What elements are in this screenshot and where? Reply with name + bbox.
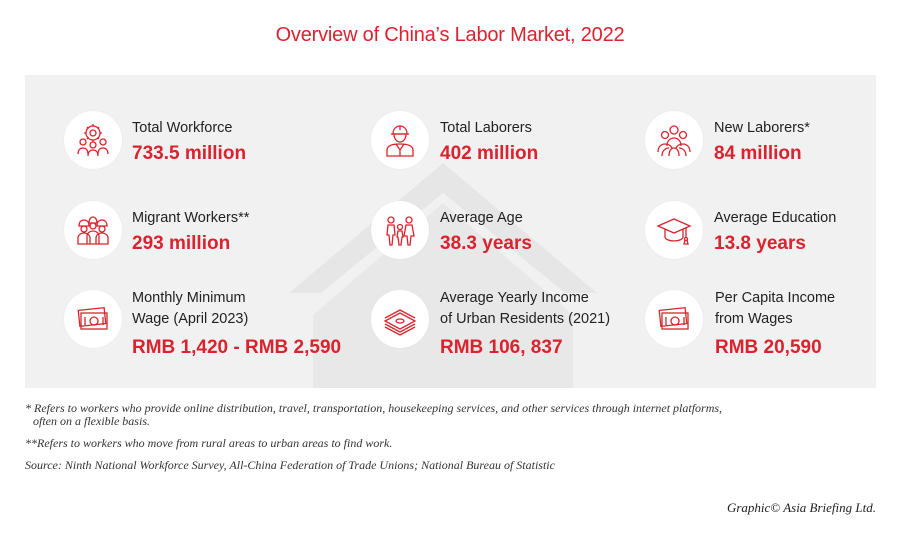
label-line: Wage (April 2023): [132, 311, 249, 327]
workforce-gear-icon: [64, 111, 122, 169]
stat-value-average-education: 13.8 years: [714, 233, 806, 254]
group-people-icon: [645, 111, 703, 169]
label-line: from Wages: [715, 311, 793, 327]
stat-value-average-age: 38.3 years: [440, 233, 532, 254]
stat-value-total-workforce: 733.5 million: [132, 143, 247, 164]
stat-value-minimum-wage: RMB 1,420 - RMB 2,590: [132, 337, 342, 358]
construction-workers-icon: [64, 201, 122, 259]
label-line: Average Yearly Income: [440, 290, 589, 306]
stat-value-total-laborers: 402 million: [440, 143, 539, 164]
stat-label-yearly-income: Average Yearly Income of Urban Residents…: [440, 288, 610, 330]
banknote-icon: [64, 290, 122, 348]
stat-label-average-age: Average Age: [440, 210, 523, 226]
stat-value-per-capita-income: RMB 20,590: [715, 337, 822, 358]
family-icon: [371, 201, 429, 259]
label-line: Per Capita Income: [715, 290, 836, 306]
footnotes: * Refers to workers who provide online d…: [25, 402, 805, 481]
graphic-credit: Graphic© Asia Briefing Ltd.: [726, 500, 876, 515]
footnote-platform-workers: * Refers to workers who provide online d…: [25, 402, 805, 428]
page-title: Overview of China’s Labor Market, 2022: [275, 24, 625, 46]
banknote-icon: [645, 290, 703, 348]
footnote-migrant-workers: **Refers to workers who move from rural …: [25, 436, 393, 450]
stat-value-migrant-workers: 293 million: [132, 233, 231, 254]
stat-value-new-laborers: 84 million: [714, 143, 802, 164]
stat-label-per-capita-income: Per Capita Income from Wages: [715, 288, 835, 330]
stat-label-total-laborers: Total Laborers: [440, 120, 532, 136]
label-line: of Urban Residents (2021): [440, 311, 611, 327]
money-stack-icon: [371, 290, 429, 348]
stat-value-yearly-income: RMB 106, 837: [440, 337, 563, 358]
watermark-logo: [289, 163, 597, 388]
source-note: Source: Ninth National Workforce Survey,…: [25, 458, 555, 472]
stat-label-minimum-wage: Monthly Minimum Wage (April 2023): [132, 288, 248, 330]
footnote-line: * Refers to workers who provide online d…: [25, 401, 723, 415]
stats-panel: Total Workforce 733.5 million Total Labo…: [25, 75, 876, 388]
stat-label-total-workforce: Total Workforce: [132, 120, 233, 136]
label-line: Monthly Minimum: [132, 290, 246, 306]
footnote-line: often on a flexible basis.: [33, 414, 150, 428]
graduation-cap-icon: [645, 201, 703, 259]
stat-label-average-education: Average Education: [714, 210, 837, 226]
stat-label-migrant-workers: Migrant Workers**: [132, 210, 250, 226]
hardhat-worker-icon: [371, 111, 429, 169]
stat-label-new-laborers: New Laborers*: [714, 120, 810, 136]
